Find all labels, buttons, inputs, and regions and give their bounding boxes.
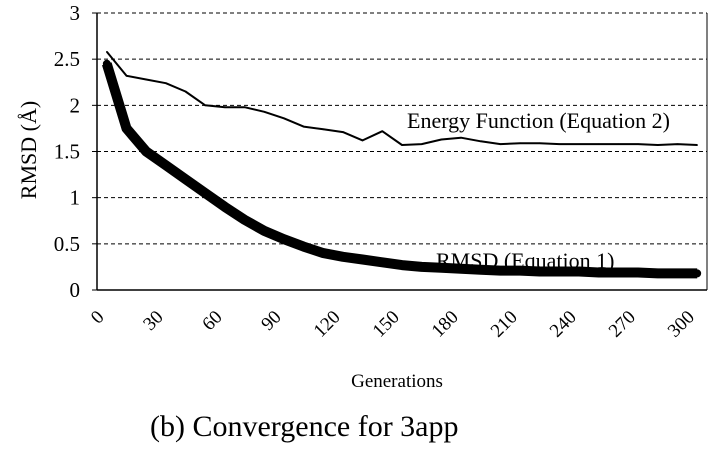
rmsd-data-point	[535, 267, 544, 276]
rmsd-data-point	[476, 265, 485, 274]
rmsd-data-point	[358, 255, 367, 264]
energy-data-point	[342, 131, 344, 133]
x-tick-label: 120	[310, 307, 345, 342]
y-tick-label: 1.5	[54, 140, 80, 164]
x-tick-label: 180	[428, 307, 463, 342]
rmsd-data-point	[260, 226, 269, 235]
rmsd-data-point	[653, 269, 662, 278]
rmsd-data-point	[142, 147, 151, 156]
x-tick-label: 30	[139, 307, 167, 335]
x-tick-label: 90	[257, 307, 285, 335]
x-tick-label: 210	[487, 307, 522, 342]
rmsd-data-point	[575, 267, 584, 276]
energy-data-point	[597, 143, 600, 145]
x-tick-label: 150	[369, 307, 404, 342]
y-tick-label: 2.5	[54, 47, 80, 71]
energy-data-point	[165, 82, 167, 84]
energy-data-point	[302, 125, 305, 128]
rmsd-data-point	[378, 258, 387, 267]
y-axis-title: RMSD (Å)	[16, 101, 41, 199]
rmsd-data-point	[201, 189, 210, 198]
rmsd-data-point	[240, 215, 249, 224]
rmsd-data-point	[555, 267, 564, 276]
energy-data-point	[381, 130, 384, 132]
rmsd-series-line	[102, 62, 698, 279]
energy-data-point	[243, 106, 246, 108]
x-tick-label: 270	[605, 307, 640, 342]
rmsd-data-point	[398, 261, 406, 270]
energy-data-point	[676, 143, 679, 145]
energy-data-point	[204, 104, 207, 107]
y-tick-label: 2	[70, 93, 81, 117]
rmsd-data-point	[673, 269, 682, 278]
energy-data-point	[145, 78, 147, 81]
energy-data-point	[637, 143, 639, 145]
rmsd-data-point	[102, 59, 111, 68]
rmsd-data-point	[319, 249, 328, 258]
rmsd-series-label: RMSD (Equation 1)	[436, 248, 614, 273]
energy-series-label: Energy Function (Equation 2)	[407, 108, 670, 133]
energy-data-point	[283, 117, 285, 120]
x-tick-label: 300	[664, 307, 699, 342]
chart: 00.511.522.530 30 60 90 120 150 180 210 240 270 30…	[16, 1, 708, 392]
energy-data-point	[460, 136, 462, 139]
energy-data-point	[519, 142, 521, 144]
rmsd-data-point	[122, 124, 131, 133]
energy-data-point	[617, 143, 620, 145]
rmsd-data-point	[181, 175, 190, 184]
y-tick-label: 0	[70, 278, 81, 302]
rmsd-data-point	[338, 252, 347, 261]
figure-caption: (b) Convergence for 3app	[150, 410, 459, 443]
energy-data-point	[125, 74, 128, 77]
rmsd-data-point	[693, 269, 702, 278]
rmsd-data-point	[437, 263, 446, 272]
rmsd-data-point	[279, 235, 288, 244]
rmsd-data-point	[594, 268, 603, 277]
energy-data-point	[538, 142, 541, 144]
x-tick-label: 0	[87, 307, 109, 329]
energy-data-point	[479, 140, 482, 143]
y-tick-label: 0.5	[54, 232, 80, 256]
rmsd-data-point	[161, 161, 170, 170]
energy-data-point	[361, 139, 364, 142]
y-tick-label: 1	[70, 186, 81, 210]
energy-data-point	[401, 144, 403, 146]
energy-data-point	[184, 90, 187, 93]
energy-data-point	[696, 144, 698, 146]
energy-data-point	[322, 128, 325, 131]
rmsd-data-point	[417, 262, 426, 271]
x-tick-label: 60	[198, 307, 226, 335]
energy-data-point	[263, 110, 266, 113]
rmsd-data-point	[496, 266, 505, 275]
energy-data-point	[420, 143, 423, 145]
rmsd-data-point	[614, 268, 623, 277]
rmsd-data-point	[457, 264, 466, 273]
x-tick-label: 240	[546, 307, 581, 342]
energy-data-point	[106, 50, 108, 53]
rmsd-data-point	[634, 268, 643, 277]
rmsd-data-point	[516, 266, 525, 275]
rmsd-data-point	[220, 202, 229, 211]
rmsd-data-point	[299, 242, 308, 251]
y-tick-label: 3	[70, 1, 81, 25]
energy-data-point	[578, 143, 580, 145]
energy-data-point	[499, 143, 502, 145]
energy-data-point	[657, 144, 659, 146]
x-axis-title: Generations	[351, 371, 443, 392]
energy-data-point	[558, 143, 561, 145]
energy-data-point	[224, 106, 226, 108]
energy-data-point	[440, 138, 443, 141]
